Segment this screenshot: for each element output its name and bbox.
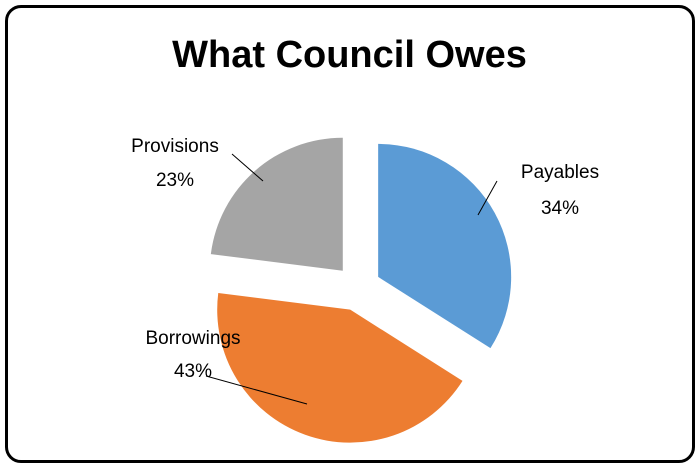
leader-lines (205, 153, 498, 405)
leader-line-payables (477, 180, 498, 216)
data-label-value-borrowings: 43% (174, 361, 212, 382)
data-label-value-provisions: 23% (156, 170, 194, 191)
data-label-name-provisions: Provisions (131, 136, 219, 157)
pie-slice-borrowings (217, 292, 463, 443)
pie-slice-provisions (210, 137, 343, 271)
data-label-name-payables: Payables (521, 162, 599, 183)
leader-line-borrowings (205, 375, 308, 405)
data-label-value-payables: 34% (541, 198, 579, 219)
data-label-name-borrowings: Borrowings (145, 328, 240, 349)
chart-title: What Council Owes (172, 34, 527, 76)
leader-line-provisions (231, 153, 264, 182)
data-labels: Payables 34% Borrowings 43% Provisions 23% (131, 136, 599, 382)
pie-slices (210, 137, 512, 443)
pie-slice-payables (378, 143, 512, 349)
